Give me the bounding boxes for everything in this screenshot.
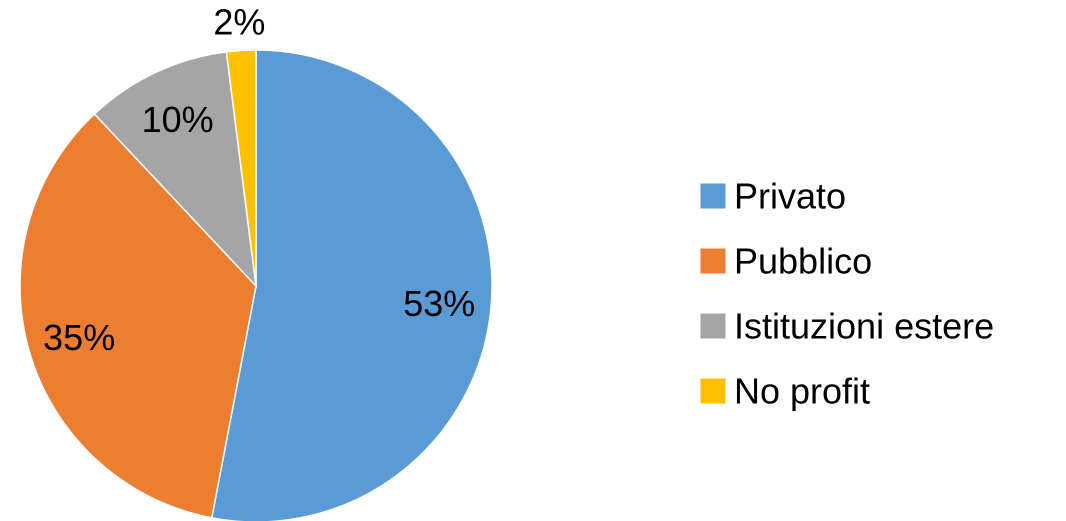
slice-label-no-profit: 2% [213, 2, 265, 43]
legend: Privato Pubblico Istituzioni estere No prof… [699, 176, 994, 412]
legend-swatch-pubblico [699, 247, 727, 275]
legend-label-privato: Privato [734, 176, 846, 217]
legend-label-pubblico: Pubblico [734, 241, 872, 282]
slice-label-pubblico: 35% [43, 317, 115, 358]
pie-slices [19, 49, 493, 521]
pie-slice-labels: 53% 35% 10% 2% [43, 2, 475, 358]
slice-label-privato: 53% [403, 283, 475, 324]
slice-label-istituzioni-estere: 10% [142, 99, 214, 140]
legend-label-istituzioni-estere: Istituzioni estere [734, 306, 994, 347]
legend-swatch-no-profit [699, 377, 727, 405]
legend-label-no-profit: No profit [734, 371, 870, 412]
legend-swatch-istituzioni-estere [699, 312, 727, 340]
pie-slice-no-profit [225, 49, 257, 287]
pie-slice-pubblico [19, 112, 257, 519]
pie-slice-istituzioni-estere [93, 51, 258, 289]
legend-swatch-privato [699, 182, 727, 210]
pie-slice-privato [210, 49, 493, 521]
